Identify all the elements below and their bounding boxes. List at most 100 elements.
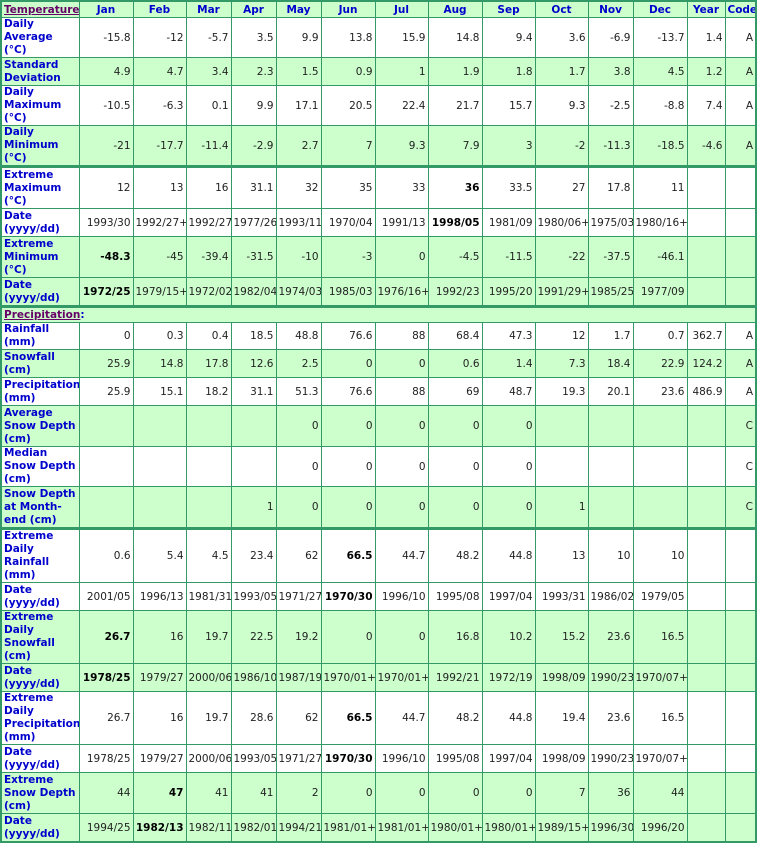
row-label: Date (yyyy/dd): [0, 813, 80, 843]
cell-sep: 10.2: [481, 610, 536, 664]
cell-year: 7.4: [686, 85, 726, 126]
cell-jan: -48.3: [78, 236, 134, 278]
cell-mar: 1981/31: [185, 582, 232, 611]
cell-apr: 18.5: [230, 322, 277, 350]
cell-jul: 44.7: [374, 527, 429, 583]
cell-mar: -11.4: [185, 125, 232, 167]
cell-feb: 1996/13: [132, 582, 187, 611]
cell-nov: [587, 405, 634, 447]
cell-aug: -4.5: [427, 236, 483, 278]
cell-oct: 3.6: [534, 17, 589, 58]
cell-jul: 0: [374, 405, 429, 447]
table-row: Average Snow Depth (cm) 0 0 0 0 0 C: [0, 405, 757, 447]
cell-sep: 1980/01+: [481, 813, 536, 843]
cell-year: [686, 277, 726, 307]
cell-nov: 1985/25: [587, 277, 634, 307]
cell-apr: 31.1: [230, 165, 277, 209]
cell-code: [724, 165, 757, 209]
cell-nov: 18.4: [587, 349, 634, 378]
cell-jan: 4.9: [78, 57, 134, 86]
cell-jun: 1970/30: [320, 582, 376, 611]
cell-code: A: [724, 85, 757, 126]
cell-apr: [230, 405, 277, 447]
cell-oct: -2: [534, 125, 589, 167]
cell-may: 1.5: [275, 57, 322, 86]
precipitation-link[interactable]: Precipitation: [4, 309, 81, 322]
cell-feb: 1979/15+: [132, 277, 187, 307]
cell-jul: 33: [374, 165, 429, 209]
cell-sep: 1981/09: [481, 208, 536, 237]
cell-feb: [132, 405, 187, 447]
cell-jan: 25.9: [78, 377, 134, 406]
cell-jan: -10.5: [78, 85, 134, 126]
cell-jun: 1970/01+: [320, 663, 376, 692]
cell-feb: 1979/27: [132, 663, 187, 692]
cell-mar: 0.1: [185, 85, 232, 126]
cell-nov: 10: [587, 527, 634, 583]
cell-mar: [185, 446, 232, 487]
cell-code: [724, 744, 757, 773]
cell-may: 1993/11: [275, 208, 322, 237]
cell-aug: 1995/08: [427, 582, 483, 611]
cell-aug: 69: [427, 377, 483, 406]
cell-year: 362.7: [686, 322, 726, 350]
cell-mar: 17.8: [185, 349, 232, 378]
row-label: Median Snow Depth (cm): [0, 446, 80, 487]
cell-feb: -12: [132, 17, 187, 58]
cell-aug: 7.9: [427, 125, 483, 167]
temperature-link[interactable]: Temperature: [4, 3, 79, 16]
cell-year: [686, 208, 726, 237]
cell-oct: 9.3: [534, 85, 589, 126]
cell-mar: -5.7: [185, 17, 232, 58]
cell-sep: 44.8: [481, 527, 536, 583]
row-label: Daily Average (°C): [0, 17, 80, 58]
cell-mar: -39.4: [185, 236, 232, 278]
cell-jun: 0: [320, 446, 376, 487]
cell-nov: 1990/23: [587, 663, 634, 692]
table-row: Date (yyyy/dd) 1972/25 1979/15+ 1972/02 1982…: [0, 277, 757, 307]
cell-may: 0: [275, 405, 322, 447]
column-header-nov: Nov: [587, 0, 634, 18]
cell-mar: 4.5: [185, 527, 232, 583]
cell-sep: 33.5: [481, 165, 536, 209]
row-label: Date (yyyy/dd): [0, 744, 80, 773]
cell-dec: 10: [632, 527, 688, 583]
cell-jun: 0.9: [320, 57, 376, 86]
cell-may: 1987/19: [275, 663, 322, 692]
cell-year: [686, 663, 726, 692]
cell-aug: 1992/23: [427, 277, 483, 307]
cell-oct: 1998/09: [534, 744, 589, 773]
cell-dec: -46.1: [632, 236, 688, 278]
cell-year: 1.4: [686, 17, 726, 58]
cell-jan: 0: [78, 322, 134, 350]
cell-jan: [78, 486, 134, 529]
cell-jul: 1981/01+: [374, 813, 429, 843]
column-header-jul: Jul: [374, 0, 429, 18]
cell-dec: 1980/16+: [632, 208, 688, 237]
cell-apr: -2.9: [230, 125, 277, 167]
cell-nov: -2.5: [587, 85, 634, 126]
cell-sep: 44.8: [481, 691, 536, 745]
cell-code: [724, 527, 757, 583]
cell-mar: 3.4: [185, 57, 232, 86]
cell-aug: 0.6: [427, 349, 483, 378]
table-row: Extreme Daily Rainfall (mm) 0.6 5.4 4.5 23.4…: [0, 527, 757, 583]
cell-mar: 1982/11: [185, 813, 232, 843]
cell-oct: 1998/09: [534, 663, 589, 692]
cell-year: [686, 610, 726, 664]
cell-may: 51.3: [275, 377, 322, 406]
column-header-apr: Apr: [230, 0, 277, 18]
cell-apr: 1986/10: [230, 663, 277, 692]
cell-dec: 0.7: [632, 322, 688, 350]
cell-code: A: [724, 17, 757, 58]
cell-sep: 1.4: [481, 349, 536, 378]
cell-jan: [78, 405, 134, 447]
cell-apr: 9.9: [230, 85, 277, 126]
cell-jan: 12: [78, 165, 134, 209]
cell-jul: 88: [374, 322, 429, 350]
cell-may: 19.2: [275, 610, 322, 664]
cell-may: 1994/21: [275, 813, 322, 843]
cell-code: C: [724, 446, 757, 487]
cell-code: C: [724, 405, 757, 447]
cell-apr: 1993/05: [230, 582, 277, 611]
